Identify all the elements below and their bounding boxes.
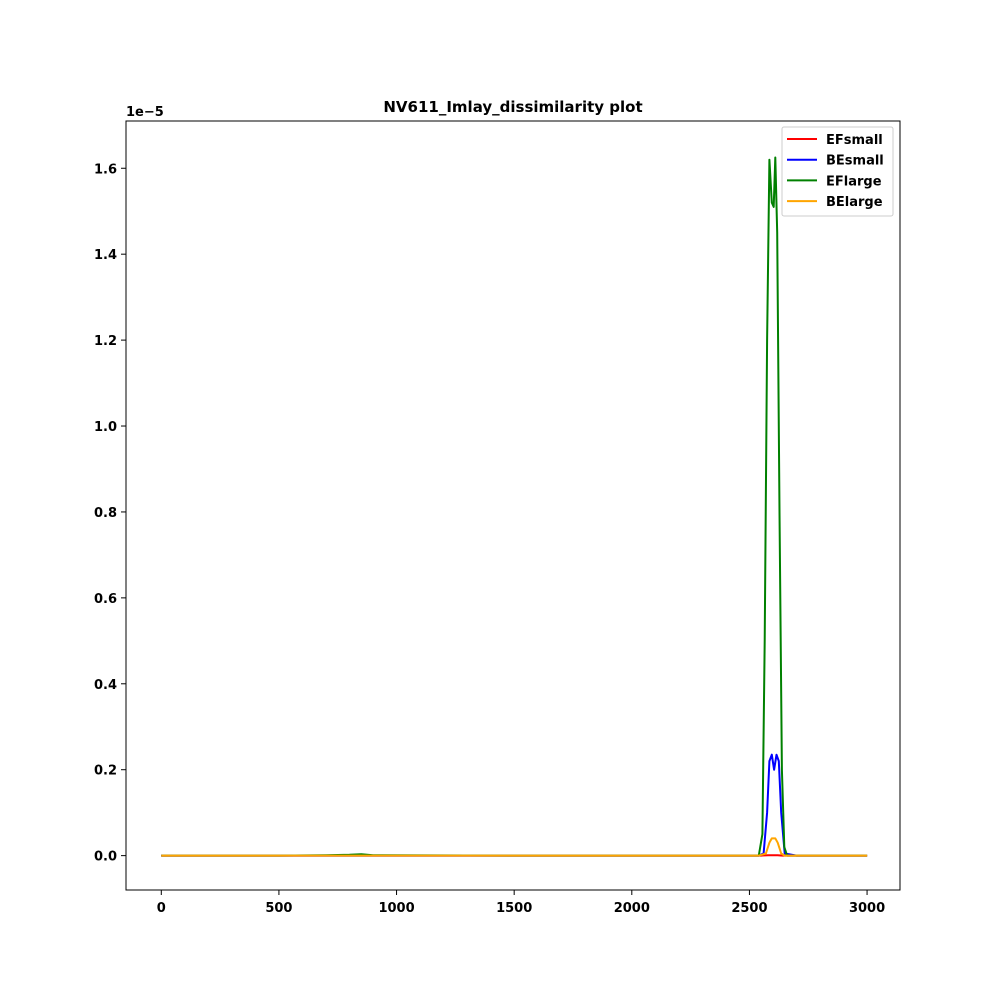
- y-tick-label: 1.2: [94, 334, 117, 349]
- legend-label: EFlarge: [826, 174, 882, 189]
- x-tick-label: 3000: [849, 901, 885, 916]
- y-tick-label: 0.4: [94, 678, 117, 693]
- y-tick-label: 1.0: [94, 420, 117, 435]
- legend-box: [781, 126, 894, 217]
- series-line-eflarge: [161, 156, 868, 857]
- plot-frame: [125, 120, 901, 891]
- x-tick-label: 2500: [731, 901, 767, 916]
- legend-label: EFsmall: [826, 133, 883, 148]
- y-tick-label: 0.6: [94, 592, 117, 607]
- x-tick-label: 0: [157, 901, 166, 916]
- y-offset-text: 1e−5: [126, 105, 164, 120]
- x-tick-label: 500: [265, 901, 292, 916]
- y-tick-label: 0.2: [94, 764, 117, 779]
- x-tick-label: 2000: [614, 901, 650, 916]
- legend-label: BElarge: [826, 195, 883, 210]
- chart-title: NV611_Imlay_dissimilarity plot: [383, 98, 642, 116]
- y-tick-label: 0.8: [94, 506, 117, 521]
- legend-label: BEsmall: [826, 154, 884, 169]
- y-tick-label: 0.0: [94, 850, 117, 865]
- x-tick-label: 1000: [378, 901, 414, 916]
- x-tick-label: 1500: [496, 901, 532, 916]
- y-tick-label: 1.6: [94, 162, 117, 177]
- legend: EFsmall BEsmall EFlarge BElarge: [781, 126, 894, 217]
- series-line-belarge: [161, 837, 868, 857]
- y-tick-label: 1.4: [94, 248, 117, 263]
